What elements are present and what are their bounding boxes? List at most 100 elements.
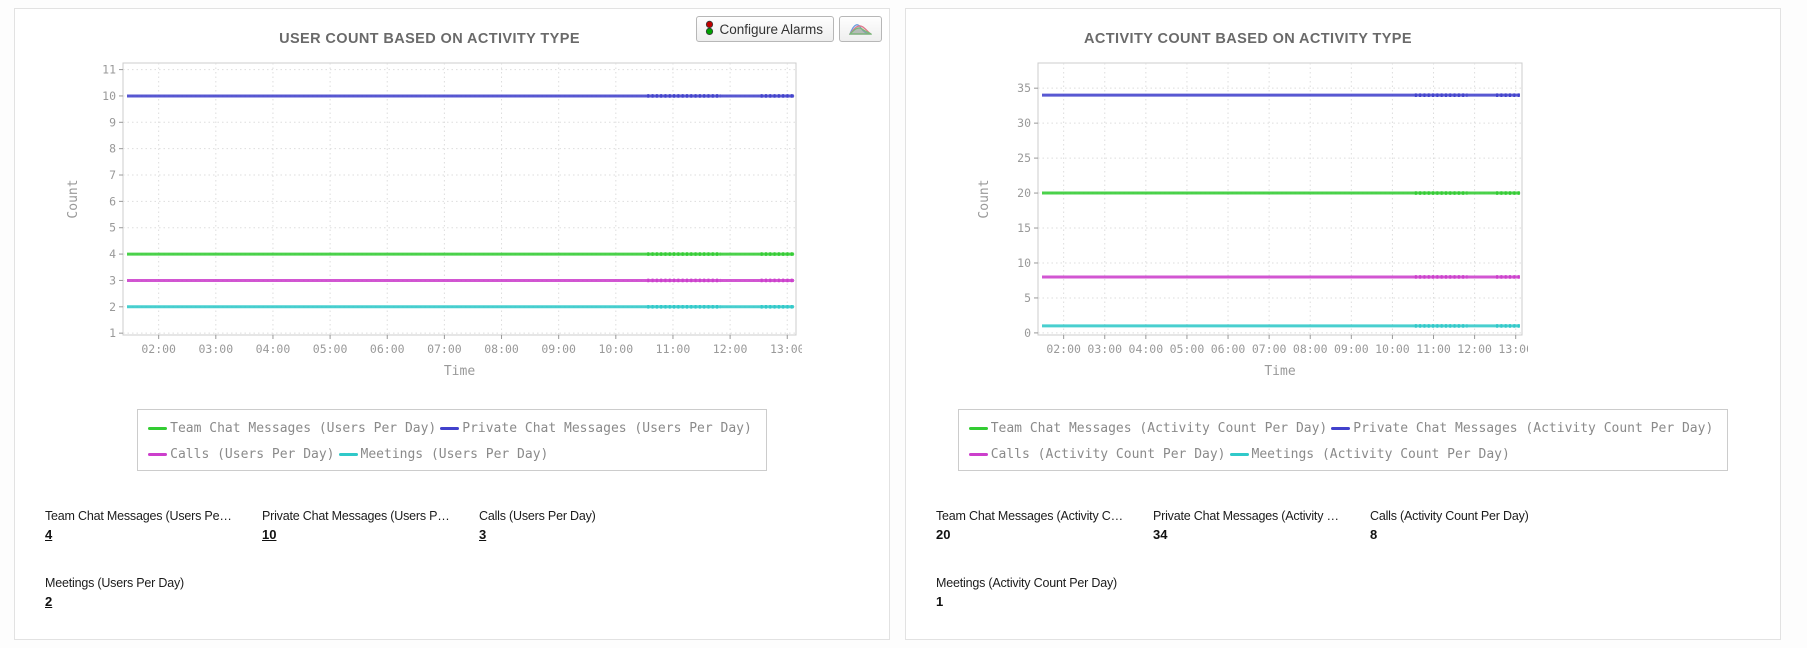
legend-container: Team Chat Messages (Users Per Day) Privat… xyxy=(15,409,889,471)
legend-item: Meetings (Users Per Day) xyxy=(338,443,549,466)
panel-activity-count: ACTIVITY COUNT BASED ON ACTIVITY TYPE 0 5… xyxy=(905,8,1781,640)
legend-label: Private Chat Messages (Activity Count Pe… xyxy=(1353,421,1714,436)
svg-text:Time: Time xyxy=(1264,364,1295,379)
stat-value[interactable]: 4 xyxy=(45,527,53,542)
stat-item: Calls (Users Per Day) 3 xyxy=(479,509,769,544)
legend-label: Calls (Activity Count Per Day) xyxy=(990,447,1226,462)
legend-label: Private Chat Messages (Users Per Day) xyxy=(462,421,752,436)
chart-legend: Team Chat Messages (Users Per Day) Privat… xyxy=(137,409,767,471)
svg-text:Count: Count xyxy=(66,179,81,218)
stat-value: 8 xyxy=(1370,527,1378,542)
svg-text:06:00: 06:00 xyxy=(1211,342,1246,356)
panel-toolbar: Configure Alarms xyxy=(696,16,882,42)
stat-value: 34 xyxy=(1153,527,1168,542)
stat-item: Team Chat Messages (Users Pe… 4 xyxy=(45,509,262,544)
svg-text:08:00: 08:00 xyxy=(484,342,519,356)
stat-label: Team Chat Messages (Activity C… xyxy=(936,509,1123,523)
stat-item: Private Chat Messages (Users P… 10 xyxy=(262,509,479,544)
svg-text:07:00: 07:00 xyxy=(1252,342,1287,356)
svg-text:04:00: 04:00 xyxy=(256,342,291,356)
legend-item: Private Chat Messages (Users Per Day) xyxy=(440,417,752,440)
svg-text:30: 30 xyxy=(1017,116,1031,130)
svg-text:12:00: 12:00 xyxy=(713,342,748,356)
legend-swatch xyxy=(338,453,358,456)
line-chart-user-count: 1 2 3 4 5 6 7 8 9 10 11 02:00 03:00 04:00 05:00 06:00 07… xyxy=(66,62,802,379)
svg-text:8: 8 xyxy=(109,142,116,156)
svg-text:0: 0 xyxy=(1024,326,1031,340)
stat-item: Private Chat Messages (Activity … 34 xyxy=(1153,509,1370,544)
svg-text:35: 35 xyxy=(1017,81,1031,95)
svg-text:13:00: 13:00 xyxy=(1498,342,1528,356)
stat-label: Meetings (Activity Count Per Day) xyxy=(936,576,1117,590)
legend-swatch xyxy=(440,427,460,430)
line-chart-activity-count: 0 5 10 15 20 25 30 35 02:00 03:00 04:00 05:00 06:00 0… xyxy=(977,62,1528,379)
stat-label: Calls (Users Per Day) xyxy=(479,509,596,523)
legend-item: Calls (Users Per Day) xyxy=(148,443,335,466)
svg-text:2: 2 xyxy=(109,300,116,314)
svg-text:5: 5 xyxy=(1024,291,1031,305)
legend-row: Team Chat Messages (Users Per Day) Privat… xyxy=(148,414,756,440)
svg-text:05:00: 05:00 xyxy=(313,342,348,356)
svg-text:02:00: 02:00 xyxy=(1046,342,1081,356)
legend-row: Calls (Activity Count Per Day) Meetings (… xyxy=(968,440,1718,466)
svg-text:07:00: 07:00 xyxy=(427,342,462,356)
stat-value: 20 xyxy=(936,527,951,542)
chart-view-button[interactable] xyxy=(839,16,882,42)
svg-text:13:00: 13:00 xyxy=(770,342,802,356)
stat-label: Meetings (Users Per Day) xyxy=(45,576,184,590)
legend-swatch xyxy=(968,453,988,456)
svg-text:10:00: 10:00 xyxy=(1375,342,1410,356)
stats-grid: Team Chat Messages (Users Pe… 4 Private Ch… xyxy=(45,509,889,611)
chart-title: USER COUNT BASED ON ACTIVITY TYPE xyxy=(279,31,580,47)
stat-value: 1 xyxy=(936,594,944,609)
svg-text:10: 10 xyxy=(102,89,116,103)
stat-label: Private Chat Messages (Activity … xyxy=(1153,509,1339,523)
legend-item: Meetings (Activity Count Per Day) xyxy=(1229,443,1510,466)
svg-text:3: 3 xyxy=(109,273,116,287)
panel-user-count: Configure Alarms USER COUNT BASED ON ACT… xyxy=(14,8,890,640)
legend-item: Team Chat Messages (Activity Count Per D… xyxy=(968,417,1328,440)
legend-label: Team Chat Messages (Users Per Day) xyxy=(170,421,437,436)
stat-label: Private Chat Messages (Users P… xyxy=(262,509,450,523)
svg-text:12:00: 12:00 xyxy=(1457,342,1492,356)
traffic-light-icon xyxy=(705,20,714,39)
svg-text:11:00: 11:00 xyxy=(1416,342,1451,356)
legend-swatch xyxy=(1331,427,1351,430)
svg-text:Count: Count xyxy=(977,179,992,218)
stat-label: Calls (Activity Count Per Day) xyxy=(1370,509,1529,523)
stat-item: Meetings (Activity Count Per Day) 1 xyxy=(936,576,1153,611)
stat-item: Team Chat Messages (Activity C… 20 xyxy=(936,509,1153,544)
legend-item: Team Chat Messages (Users Per Day) xyxy=(148,417,436,440)
svg-text:02:00: 02:00 xyxy=(141,342,176,356)
stat-value[interactable]: 2 xyxy=(45,594,53,609)
legend-item: Calls (Activity Count Per Day) xyxy=(968,443,1226,466)
legend-row: Calls (Users Per Day) Meetings (Users Per… xyxy=(148,440,756,466)
stat-value[interactable]: 3 xyxy=(479,527,487,542)
legend-swatch xyxy=(148,427,168,430)
svg-text:4: 4 xyxy=(109,247,116,261)
svg-text:10:00: 10:00 xyxy=(599,342,634,356)
svg-text:11: 11 xyxy=(102,63,116,77)
stat-label: Team Chat Messages (Users Pe… xyxy=(45,509,232,523)
svg-text:1: 1 xyxy=(109,326,116,340)
svg-text:09:00: 09:00 xyxy=(1334,342,1369,356)
chart-legend: Team Chat Messages (Activity Count Per D… xyxy=(957,409,1729,471)
legend-swatch xyxy=(968,427,988,430)
legend-swatch xyxy=(148,453,168,456)
legend-label: Meetings (Users Per Day) xyxy=(360,447,549,462)
chart-area: ACTIVITY COUNT BASED ON ACTIVITY TYPE 0 5… xyxy=(968,9,1528,383)
svg-text:20: 20 xyxy=(1017,186,1031,200)
svg-text:9: 9 xyxy=(109,115,116,129)
legend-label: Team Chat Messages (Activity Count Per D… xyxy=(990,421,1328,436)
chart-title: ACTIVITY COUNT BASED ON ACTIVITY TYPE xyxy=(1084,31,1412,47)
legend-container: Team Chat Messages (Activity Count Per D… xyxy=(906,409,1780,471)
svg-text:5: 5 xyxy=(109,221,116,235)
stat-value[interactable]: 10 xyxy=(262,527,277,542)
stats-grid: Team Chat Messages (Activity C… 20 Private… xyxy=(936,509,1780,611)
svg-text:7: 7 xyxy=(109,168,116,182)
legend-label: Meetings (Activity Count Per Day) xyxy=(1251,447,1510,462)
configure-alarms-label: Configure Alarms xyxy=(719,21,823,37)
stat-item: Meetings (Users Per Day) 2 xyxy=(45,576,262,611)
configure-alarms-button[interactable]: Configure Alarms xyxy=(696,16,834,42)
svg-text:10: 10 xyxy=(1017,256,1031,270)
